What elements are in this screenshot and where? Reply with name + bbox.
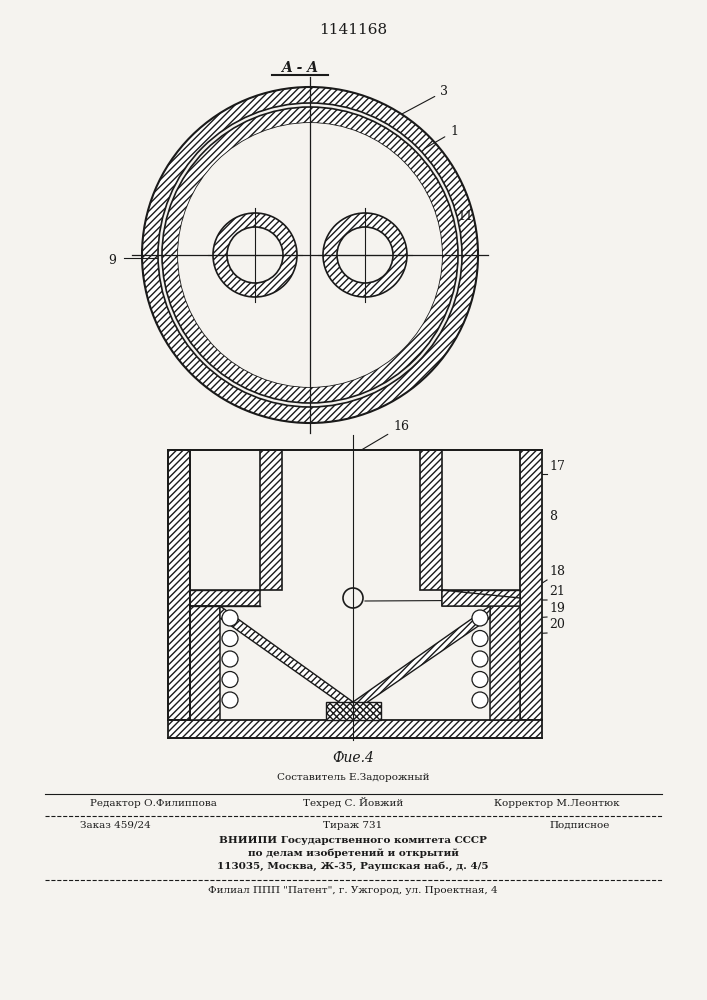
Circle shape xyxy=(323,213,407,297)
Bar xyxy=(325,702,380,720)
Text: 1141168: 1141168 xyxy=(319,23,387,37)
Text: 8: 8 xyxy=(549,510,557,523)
Bar xyxy=(190,606,220,720)
Circle shape xyxy=(213,213,297,297)
Text: Подписное: Подписное xyxy=(550,821,610,830)
Text: A - A: A - A xyxy=(281,61,318,75)
Text: 20: 20 xyxy=(549,618,565,631)
Polygon shape xyxy=(220,606,353,712)
Circle shape xyxy=(227,227,283,283)
Circle shape xyxy=(343,588,363,608)
Text: 16: 16 xyxy=(361,420,409,451)
Text: Редактор О.Филиппова: Редактор О.Филиппова xyxy=(90,799,217,808)
Text: Филиал ППП "Патент", г. Ужгород, ул. Проектная, 4: Филиал ППП "Патент", г. Ужгород, ул. Про… xyxy=(208,886,498,895)
Circle shape xyxy=(472,610,488,626)
Text: Техред С. Йовжий: Техред С. Йовжий xyxy=(303,797,403,808)
Bar xyxy=(260,450,282,590)
Bar xyxy=(420,450,442,590)
Text: 9: 9 xyxy=(108,253,116,266)
Circle shape xyxy=(222,610,238,626)
Circle shape xyxy=(472,631,488,647)
Bar xyxy=(168,720,542,738)
Text: ВНИИПИ Государственного комитета СССР: ВНИИПИ Государственного комитета СССР xyxy=(219,836,487,845)
Text: 21: 21 xyxy=(549,585,565,598)
Text: Фue.3: Фue.3 xyxy=(289,451,331,465)
Bar xyxy=(490,606,520,720)
Text: 19: 19 xyxy=(549,602,565,615)
Bar xyxy=(442,590,520,606)
Text: 1: 1 xyxy=(424,125,458,149)
Circle shape xyxy=(178,123,442,387)
Bar xyxy=(282,450,420,590)
Circle shape xyxy=(222,651,238,667)
Text: 3: 3 xyxy=(402,85,448,114)
Circle shape xyxy=(222,672,238,688)
Bar xyxy=(220,606,490,720)
Circle shape xyxy=(472,672,488,688)
Circle shape xyxy=(337,227,393,283)
Text: Корректор М.Леонтюк: Корректор М.Леонтюк xyxy=(494,799,620,808)
Text: 11: 11 xyxy=(439,210,473,233)
Bar xyxy=(190,590,260,606)
Text: Заказ 459/24: Заказ 459/24 xyxy=(80,821,151,830)
Circle shape xyxy=(222,692,238,708)
Circle shape xyxy=(162,107,458,403)
Polygon shape xyxy=(442,590,520,606)
Polygon shape xyxy=(353,606,490,712)
Text: Фue.4: Фue.4 xyxy=(332,751,374,765)
Circle shape xyxy=(142,87,478,423)
Bar xyxy=(168,450,190,720)
Circle shape xyxy=(178,123,442,387)
Circle shape xyxy=(222,631,238,647)
Text: по делам изобретений и открытий: по делам изобретений и открытий xyxy=(247,848,458,858)
Bar xyxy=(520,450,542,720)
Text: Составитель Е.Задорожный: Составитель Е.Задорожный xyxy=(276,773,429,782)
Text: 17: 17 xyxy=(549,460,565,473)
Text: 18: 18 xyxy=(549,565,565,578)
Text: Тираж 731: Тираж 731 xyxy=(323,821,382,830)
Text: 113035, Москва, Ж-35, Раушская наб., д. 4/5: 113035, Москва, Ж-35, Раушская наб., д. … xyxy=(217,861,489,871)
Circle shape xyxy=(472,692,488,708)
Circle shape xyxy=(472,651,488,667)
Circle shape xyxy=(158,103,462,407)
Bar xyxy=(168,450,190,720)
